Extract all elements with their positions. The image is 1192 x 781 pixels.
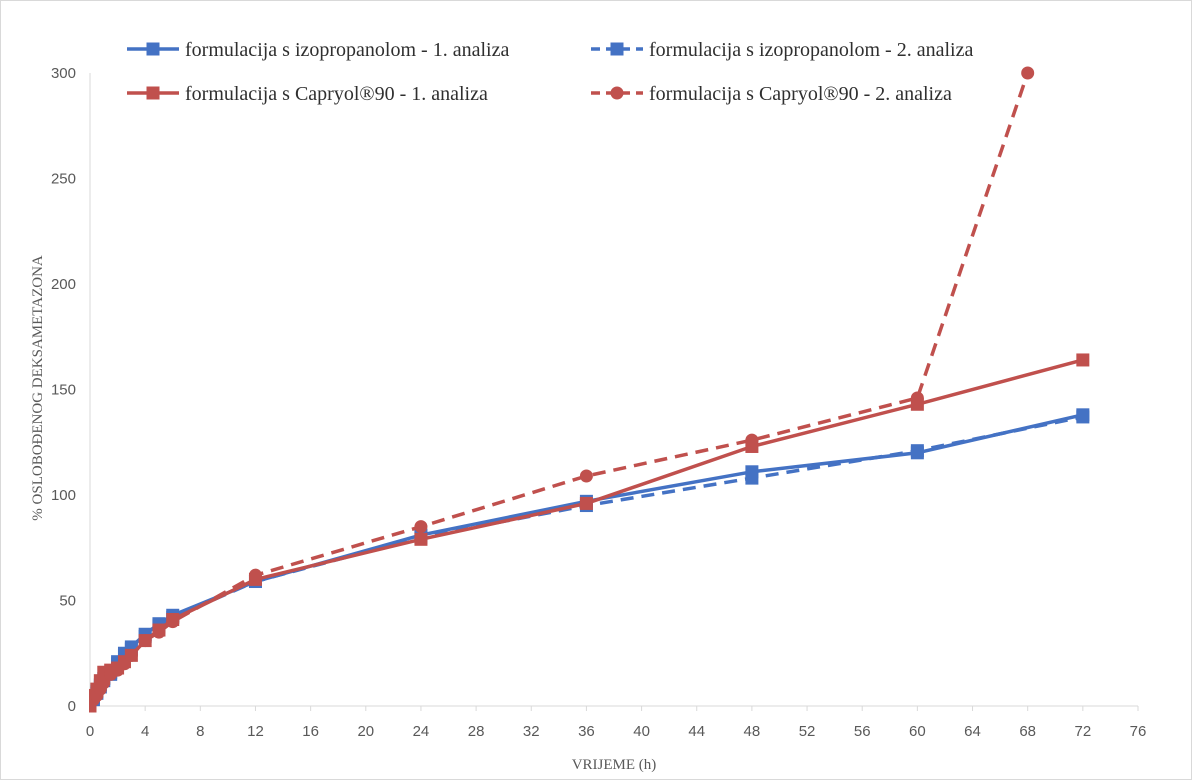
- series-4-line: [89, 72, 1030, 707]
- series-2-point: [1076, 410, 1090, 424]
- series-2: [89, 410, 1090, 713]
- series-3-point: [579, 496, 593, 510]
- series-4-point: [248, 568, 262, 582]
- x-tick-label: 0: [86, 723, 94, 740]
- legend-label-2: formulacija s izopropanolom - 2. analiza: [649, 39, 973, 61]
- y-tick-label: 50: [59, 593, 76, 610]
- series-2-point: [745, 471, 759, 485]
- x-tick-label: 12: [247, 723, 264, 740]
- y-tick-label: 100: [51, 487, 76, 504]
- series-4-point: [166, 615, 180, 629]
- series-3: [89, 353, 1090, 713]
- x-tick-label: 28: [468, 723, 485, 740]
- series-4-point: [910, 391, 924, 405]
- legend-item-1: formulacija s izopropanolom - 1. analiza: [127, 39, 509, 61]
- legend-marker-2: [610, 42, 624, 56]
- legend-label-3: formulacija s Capryol®90 - 1. analiza: [185, 83, 488, 105]
- series-3-point: [414, 532, 428, 546]
- y-tick-label: 300: [51, 65, 76, 82]
- y-tick-label: 200: [51, 276, 76, 293]
- series-2-point: [910, 444, 924, 458]
- series-4: [89, 66, 1035, 713]
- series-4-point: [1021, 66, 1035, 80]
- legend-marker-1: [146, 42, 160, 56]
- x-tick-label: 48: [744, 723, 761, 740]
- legend-item-4: formulacija s Capryol®90 - 2. analiza: [591, 83, 952, 105]
- x-tick-label: 56: [854, 723, 871, 740]
- x-tick-label: 64: [964, 723, 981, 740]
- x-tick-label: 8: [196, 723, 204, 740]
- y-tick-label: 150: [51, 382, 76, 399]
- series-4-point: [152, 625, 166, 639]
- x-tick-label: 68: [1019, 723, 1036, 740]
- x-tick-label: 32: [523, 723, 540, 740]
- y-axis-title: % OSLOBOĐENOG DEKSAMETAZONA: [30, 255, 46, 521]
- series-4-point: [414, 520, 428, 534]
- series-4-point: [138, 634, 152, 648]
- x-tick-label: 44: [688, 723, 705, 740]
- x-tick-label: 4: [141, 723, 149, 740]
- legend-marker-4: [610, 86, 624, 100]
- x-tick-label: 36: [578, 723, 595, 740]
- legend: formulacija s izopropanolom - 1. analiza…: [127, 39, 973, 105]
- x-tick-label: 40: [633, 723, 650, 740]
- x-tick-label: 76: [1130, 723, 1147, 740]
- series-4-point: [745, 433, 759, 447]
- x-tick-label: 24: [413, 723, 430, 740]
- y-tick-label: 0: [68, 698, 76, 715]
- x-tick-label: 16: [302, 723, 319, 740]
- x-tick-label: 52: [799, 723, 816, 740]
- x-axis-title: VRIJEME (h): [572, 757, 657, 773]
- series-2-line: [89, 415, 1084, 707]
- x-tick-labels: 0 4 8 12 16 20 24 28 32 36 40 44 48 52 56 60 64 68 72 76: [86, 706, 1147, 740]
- series-3-line: [89, 358, 1085, 708]
- series-layer: [89, 66, 1090, 713]
- legend-marker-3: [146, 86, 160, 100]
- x-tick-label: 60: [909, 723, 926, 740]
- legend-item-2: formulacija s izopropanolom - 2. analiza: [591, 39, 973, 61]
- series-1-line: [89, 413, 1085, 708]
- series-3-point: [1076, 353, 1090, 367]
- y-tick-labels: 0 50 100 150 200 250 300: [51, 65, 76, 715]
- series-4-point: [579, 469, 593, 483]
- series-4-point: [124, 648, 138, 662]
- legend-label-4: formulacija s Capryol®90 - 2. analiza: [649, 83, 952, 105]
- legend-item-3: formulacija s Capryol®90 - 1. analiza: [127, 83, 488, 105]
- series-1: [89, 408, 1090, 713]
- y-tick-label: 250: [51, 171, 76, 188]
- legend-label-1: formulacija s izopropanolom - 1. analiza: [185, 39, 509, 61]
- x-tick-label: 72: [1074, 723, 1091, 740]
- x-tick-label: 20: [357, 723, 374, 740]
